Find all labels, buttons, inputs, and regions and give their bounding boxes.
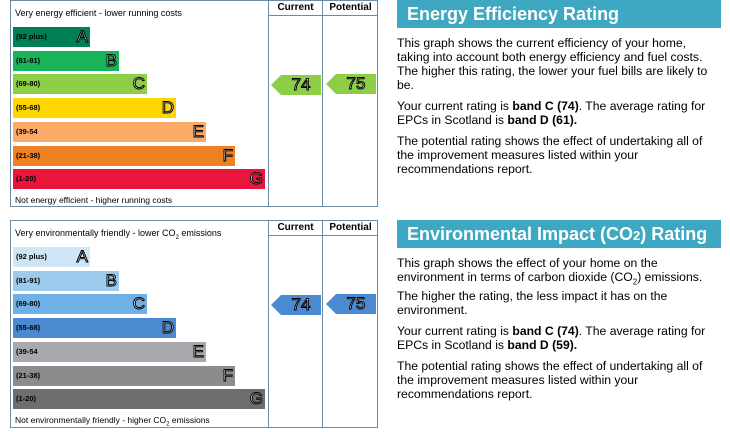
rating-band-e: (39-54 E [13, 121, 206, 142]
rating-band-g: (1-20) G [13, 389, 265, 410]
column-divider [322, 221, 323, 427]
band-range-label: (39-54 [16, 346, 38, 356]
band-range-label: (39-54 [16, 126, 38, 136]
band-range-label: (1-20) [16, 394, 37, 404]
band-range-label: (55-68) [16, 103, 41, 113]
band-letter: D [161, 318, 174, 338]
environmental-impact-chart: Very environmentally friendly - lower CO… [10, 220, 378, 428]
current-rating-value: 74 [291, 295, 311, 315]
column-divider [322, 1, 323, 206]
band-range-label: (69-80) [16, 299, 41, 309]
band-letter: D [161, 98, 174, 118]
potential-column-header: Potential [323, 221, 378, 236]
band-letter: A [76, 247, 88, 267]
potential-rating-arrow: 75 [326, 294, 376, 314]
environmental-impact-section: Environmental Impact (CO2) Rating This g… [397, 220, 721, 401]
potential-rating-value: 75 [346, 294, 366, 314]
current-rating-value: 74 [291, 75, 311, 95]
rating-band-a: (92 plus) A [13, 27, 90, 47]
band-letter: E [192, 341, 204, 361]
band-letter: E [192, 121, 204, 141]
rating-band-f: (21-38) F [13, 145, 235, 166]
band-letter: G [249, 389, 263, 409]
rating-band-e: (39-54 E [13, 341, 206, 362]
current-rating-arrow: 74 [271, 295, 321, 315]
rating-band-d: (55-68) D [13, 318, 176, 339]
current-column-header: Current [269, 221, 322, 236]
section-title: Environmental Impact (CO2) Rating [397, 220, 721, 248]
band-range-label: (92 plus) [16, 32, 47, 41]
rating-band-f: (21-38) F [13, 365, 235, 386]
band-letter: C [132, 74, 145, 94]
band-range-label: (55-68) [16, 323, 41, 333]
chart-top-label: Very energy efficient - lower running co… [15, 8, 182, 18]
band-range-label: (81-91) [16, 275, 41, 285]
potential-rating-value: 75 [346, 74, 366, 94]
energy-efficiency-section: Energy Efficiency Rating This graph show… [397, 0, 721, 176]
current-column-header: Current [269, 1, 322, 16]
rating-band-a: (92 plus) A [13, 247, 90, 267]
current-rating-arrow: 74 [271, 75, 321, 95]
energy-efficiency-chart: Very energy efficient - lower running co… [10, 0, 378, 207]
band-letter: G [249, 169, 263, 189]
column-divider [268, 221, 269, 427]
band-range-label: (92 plus) [16, 252, 47, 261]
potential-column-header: Potential [323, 1, 378, 16]
description-paragraph: This graph shows the current efficiency … [397, 36, 708, 92]
band-letter: F [222, 145, 233, 165]
current-rating-paragraph: Your current rating is band C (74). The … [397, 324, 706, 353]
band-range-label: (21-38) [16, 150, 41, 160]
chart-bottom-label: Not energy efficient - higher running co… [15, 195, 173, 205]
rating-band-c: (69-80) C [13, 74, 147, 95]
chart-bottom-label: Not environmentally friendly - higher CO… [15, 415, 210, 428]
potential-rating-paragraph: The potential rating shows the effect of… [397, 134, 703, 176]
rating-band-d: (55-68) D [13, 98, 176, 119]
band-letter: B [105, 270, 117, 290]
band-range-label: (69-80) [16, 79, 41, 89]
section-title: Energy Efficiency Rating [397, 0, 721, 28]
rating-band-b: (81-91) B [13, 270, 119, 291]
band-letter: F [222, 365, 233, 385]
band-letter: B [105, 50, 117, 70]
band-letter: C [132, 294, 145, 314]
column-divider [268, 1, 269, 206]
rating-band-c: (69-80) C [13, 294, 147, 315]
description-paragraph: This graph shows the effect of your home… [397, 256, 703, 318]
potential-rating-paragraph: The potential rating shows the effect of… [397, 359, 703, 402]
rating-band-g: (1-20) G [13, 169, 265, 190]
band-range-label: (21-38) [16, 370, 41, 380]
chart-top-label: Very environmentally friendly - lower CO… [15, 228, 222, 241]
potential-rating-arrow: 75 [326, 74, 376, 94]
band-range-label: (81-91) [16, 55, 41, 65]
band-range-label: (1-20) [16, 174, 37, 184]
band-letter: A [76, 27, 88, 47]
current-rating-paragraph: Your current rating is band C (74). The … [397, 99, 706, 127]
rating-band-b: (81-91) B [13, 50, 119, 71]
